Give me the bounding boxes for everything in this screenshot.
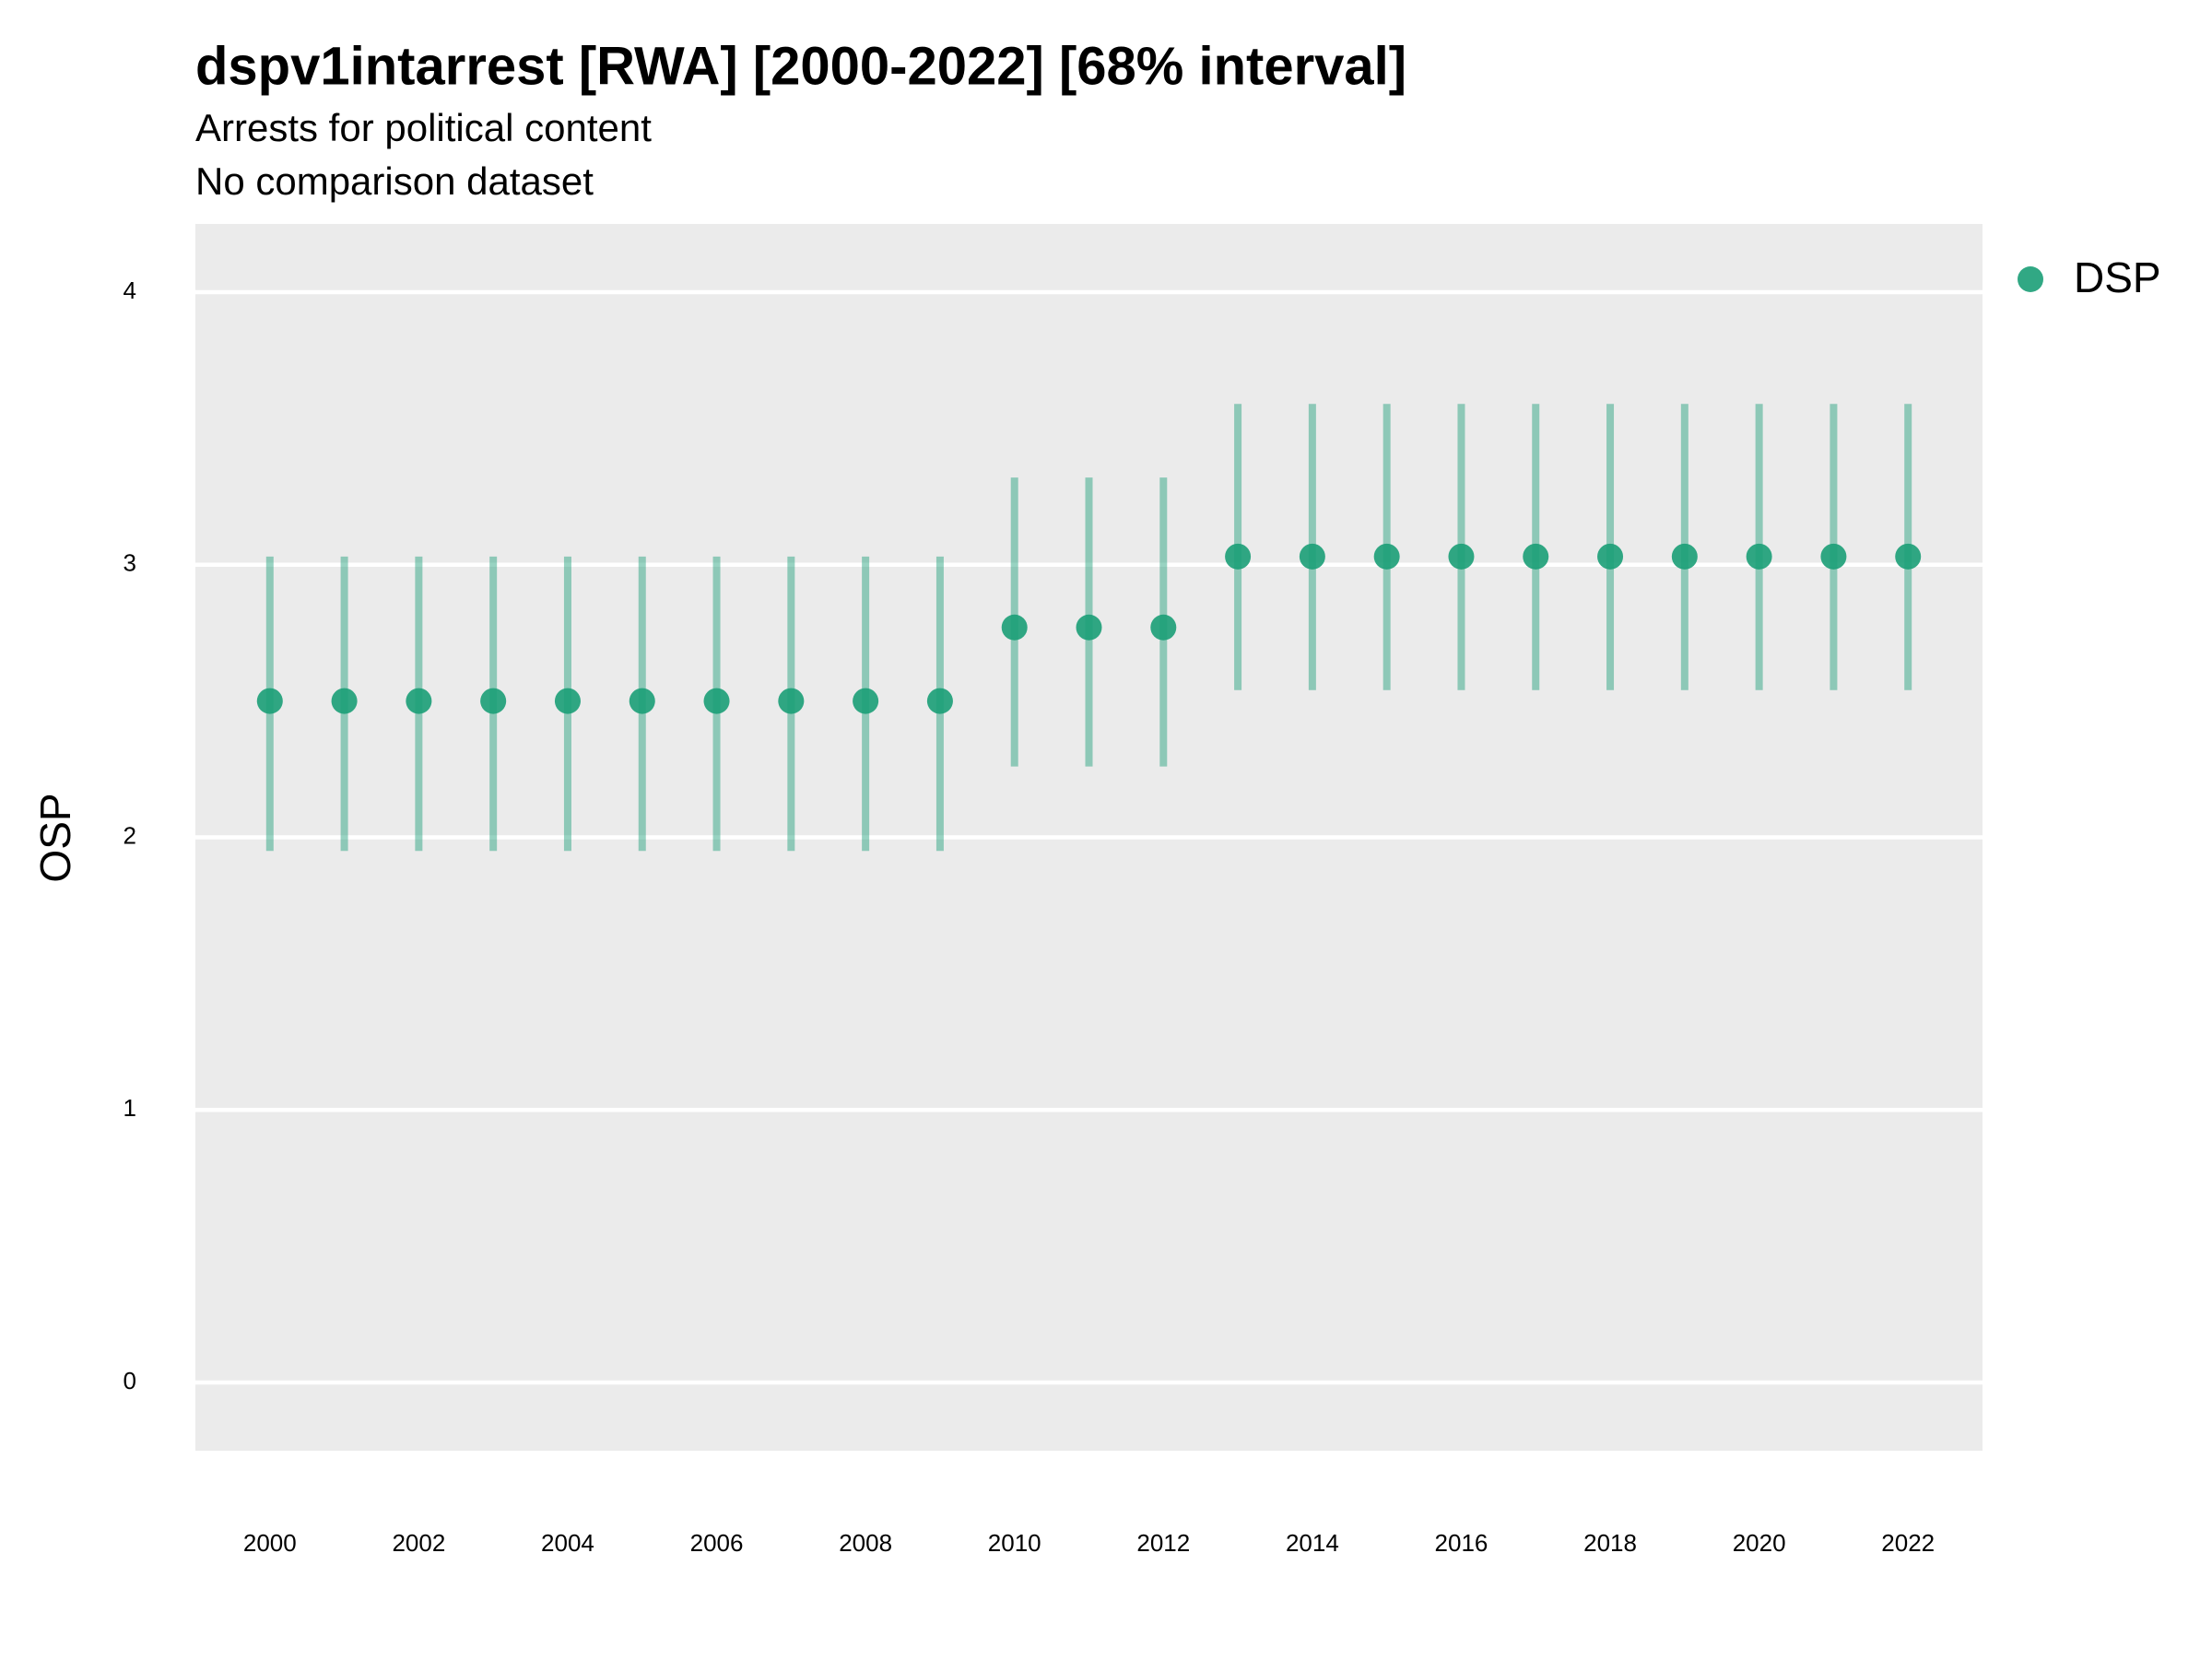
y-tick-label: 2 — [124, 821, 136, 849]
x-tick-label: 2020 — [1733, 1529, 1786, 1557]
chart-title: dspv1intarrest [RWA] [2000-2022] [68% in… — [195, 36, 1406, 96]
point — [1076, 614, 1102, 641]
x-tick-label: 2002 — [392, 1529, 445, 1557]
x-tick-label: 2018 — [1583, 1529, 1637, 1557]
point — [1225, 543, 1252, 570]
point — [1820, 543, 1847, 570]
x-tick-label: 2012 — [1136, 1529, 1190, 1557]
point — [703, 688, 730, 714]
x-tick-label: 2004 — [541, 1529, 594, 1557]
point — [1448, 543, 1475, 570]
legend-label: DSP — [2074, 253, 2161, 301]
point — [1001, 614, 1028, 641]
point — [1671, 543, 1698, 570]
point — [926, 688, 953, 714]
chart-subtitle: Arrests for political content — [195, 106, 652, 149]
point — [406, 688, 432, 714]
x-tick-label: 2010 — [988, 1529, 1041, 1557]
point — [1597, 543, 1624, 570]
x-tick-label: 2008 — [839, 1529, 892, 1557]
chart-subtitle: No comparison dataset — [195, 159, 594, 203]
x-tick-label: 2016 — [1435, 1529, 1488, 1557]
legend-marker — [2018, 266, 2043, 292]
y-tick-label: 1 — [124, 1094, 136, 1122]
point — [853, 688, 879, 714]
x-tick-label: 2014 — [1286, 1529, 1339, 1557]
x-tick-label: 2000 — [243, 1529, 297, 1557]
point — [1523, 543, 1549, 570]
point — [1895, 543, 1922, 570]
point — [554, 688, 581, 714]
point — [1746, 543, 1772, 570]
x-tick-label: 2022 — [1881, 1529, 1935, 1557]
x-tick-label: 2006 — [690, 1529, 744, 1557]
y-axis-label: OSP — [31, 793, 79, 882]
point — [778, 688, 805, 714]
point — [629, 688, 655, 714]
point — [1150, 614, 1177, 641]
point — [331, 688, 358, 714]
point — [480, 688, 507, 714]
y-tick-label: 4 — [124, 276, 136, 304]
point — [1299, 543, 1325, 570]
y-tick-label: 0 — [124, 1367, 136, 1394]
point — [256, 688, 283, 714]
point — [1373, 543, 1400, 570]
y-tick-label: 3 — [124, 549, 136, 577]
